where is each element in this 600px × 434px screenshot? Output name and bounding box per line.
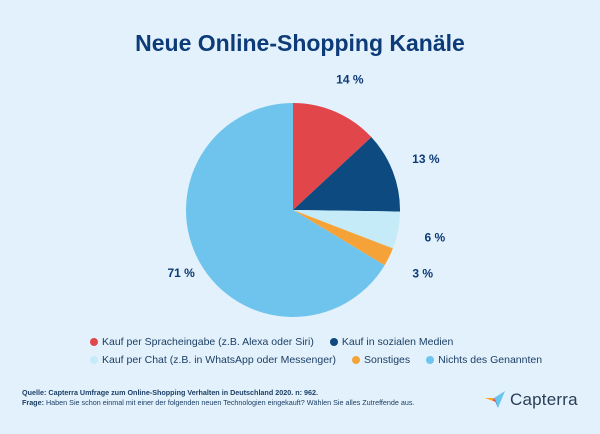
slice-value-label: 6 % (424, 230, 445, 244)
capterra-logo: Capterra (485, 390, 578, 410)
legend-label: Kauf per Chat (z.B. in WhatsApp oder Mes… (102, 354, 337, 366)
capterra-logo-icon (485, 391, 505, 408)
source-line: Quelle: Capterra Umfrage zum Online-Shop… (22, 388, 462, 398)
legend-swatch (352, 356, 361, 364)
slice-other (293, 210, 393, 266)
slice-chat (293, 210, 400, 249)
legend-row-2: Kauf per Chat (z.B. in WhatsApp oder Mes… (90, 351, 550, 369)
legend-label: Sonstiges (364, 354, 411, 366)
slice-value-label: 13 % (412, 152, 440, 166)
pie-chart: 14 % 13 % 6 % 3 % 71 % (167, 73, 445, 317)
question-label: Frage: (22, 398, 44, 407)
source-text: Capterra Umfrage zum Online-Shopping Ver… (48, 388, 318, 397)
legend-label: Kauf in sozialen Medien (341, 336, 454, 348)
legend-item-voice: Kauf per Spracheingabe (z.B. Alexa oder … (90, 336, 314, 348)
legend-swatch (329, 338, 338, 346)
slice-voice (293, 103, 372, 210)
slice-value-label: 3 % (412, 266, 433, 280)
legend-label: Nichts des Genannten (438, 354, 543, 366)
legend-swatch (90, 356, 98, 364)
slice-none (185, 103, 385, 317)
legend-item-other: Sonstiges (352, 354, 410, 366)
slice-social (293, 137, 400, 212)
source-label: Quelle: (22, 388, 47, 397)
legend-label: Kauf per Spracheingabe (z.B. Alexa oder … (102, 336, 314, 348)
legend-row-1: Kauf per Spracheingabe (z.B. Alexa oder … (90, 333, 550, 351)
question-line: Frage: Haben Sie schon einmal mit einer … (22, 398, 462, 408)
chart-title: Neue Online-Shopping Kanäle (135, 30, 465, 56)
slice-value-label: 14 % (336, 73, 364, 87)
chart-footer: Quelle: Capterra Umfrage zum Online-Shop… (22, 388, 462, 408)
chart-legend: Kauf per Spracheingabe (z.B. Alexa oder … (90, 333, 550, 369)
legend-item-social: Kauf in sozialen Medien (329, 336, 454, 348)
legend-item-chat: Kauf per Chat (z.B. in WhatsApp oder Mes… (90, 354, 336, 366)
brand-name: Capterra (510, 390, 578, 409)
legend-item-none: Nichts des Genannten (426, 354, 542, 366)
legend-swatch (426, 356, 435, 364)
question-text: Haben Sie schon einmal mit einer der fol… (45, 398, 415, 407)
legend-swatch (90, 338, 98, 346)
slice-value-label: 71 % (167, 266, 195, 280)
